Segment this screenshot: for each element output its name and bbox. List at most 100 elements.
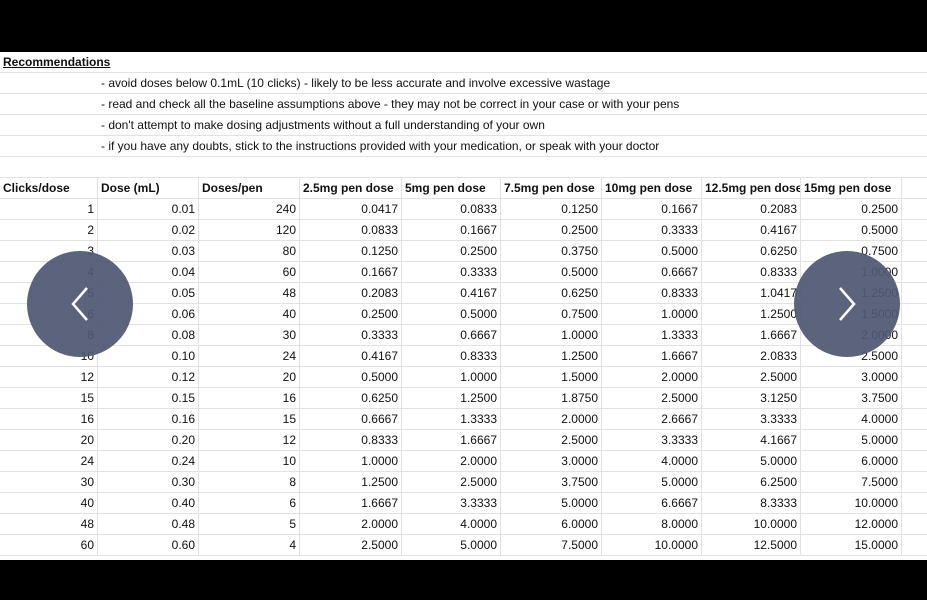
table-cell: 0.48 xyxy=(98,514,199,534)
table-cell: 2.6667 xyxy=(602,409,702,429)
table-row: 80.08300.33330.66671.00001.33331.66672.0… xyxy=(0,325,927,346)
table-cell: 60 xyxy=(199,262,300,282)
table-cell: 8.3333 xyxy=(702,493,801,513)
table-cell: 1.0417 xyxy=(702,283,801,303)
table-cell: 1.0000 xyxy=(300,451,402,471)
table-cell: 1.3333 xyxy=(602,325,702,345)
recommendation-line: - read and check all the baseline assump… xyxy=(101,97,680,111)
table-cell: 16 xyxy=(0,409,98,429)
table-cell: 0.8333 xyxy=(300,430,402,450)
table-cell: 24 xyxy=(199,346,300,366)
empty-cell xyxy=(902,220,927,240)
table-cell: 0.7500 xyxy=(501,304,602,324)
table-header-row: Clicks/dose Dose (mL) Doses/pen 2.5mg pen d… xyxy=(0,178,927,199)
table-cell: 16 xyxy=(199,388,300,408)
table-cell: 5 xyxy=(199,514,300,534)
table-cell: 5.0000 xyxy=(501,493,602,513)
table-cell: 0.5000 xyxy=(501,262,602,282)
table-cell: 10 xyxy=(199,451,300,471)
table-cell: 48 xyxy=(0,514,98,534)
table-cell: 0.1250 xyxy=(501,199,602,219)
table-row: 15 0.15 16 0.6250 1.2500 1.8750 2.5000 3.1250 3.… xyxy=(0,388,927,409)
table-cell: 0.2500 xyxy=(501,220,602,240)
table-cell: 1.2500 xyxy=(300,472,402,492)
table-cell: 0.04 xyxy=(98,262,199,282)
table-cell: 0.15 xyxy=(98,388,199,408)
previous-button[interactable] xyxy=(27,251,133,357)
table-cell: 4.0000 xyxy=(402,514,501,534)
table-cell: 10.0000 xyxy=(801,493,902,513)
table-cell: 6 xyxy=(199,493,300,513)
table-cell: 0.20 xyxy=(98,430,199,450)
empty-cell xyxy=(902,535,927,555)
recommendation-row: - read and check all the baseline assump… xyxy=(0,94,927,115)
table-cell: 0.2500 xyxy=(300,304,402,324)
chevron-right-icon xyxy=(839,287,856,321)
table-cell: 1.0000 xyxy=(602,304,702,324)
table-cell: 7.5000 xyxy=(501,535,602,555)
table-cell: 2.5000 xyxy=(300,535,402,555)
table-cell: 3.3333 xyxy=(702,409,801,429)
table-cell: 0.3333 xyxy=(300,325,402,345)
table-cell: 1.6667 xyxy=(402,430,501,450)
table-cell: 2.0000 xyxy=(501,409,602,429)
table-cell: 120 xyxy=(199,220,300,240)
table-cell: 5.0000 xyxy=(702,451,801,471)
table-row: 16 0.16 15 0.6667 1.3333 2.0000 2.6667 3.3333 4.… xyxy=(0,409,927,430)
empty-cell xyxy=(902,388,927,408)
column-header: Dose (mL) xyxy=(98,178,199,198)
empty-cell xyxy=(902,430,927,450)
empty-cell xyxy=(902,325,927,345)
table-cell: 10.0000 xyxy=(702,514,801,534)
table-cell: 80 xyxy=(199,241,300,261)
table-cell: 20 xyxy=(199,367,300,387)
next-button[interactable] xyxy=(794,251,900,357)
table-cell: 0.1667 xyxy=(602,199,702,219)
column-header: 15mg pen dose xyxy=(801,178,902,198)
table-cell: 1 xyxy=(0,199,98,219)
table-row: 12 0.12 20 0.5000 1.0000 1.5000 2.0000 2.5000 3.… xyxy=(0,367,927,388)
table-cell: 1.6667 xyxy=(602,346,702,366)
table-cell: 1.3333 xyxy=(402,409,501,429)
table-cell: 20 xyxy=(0,430,98,450)
empty-cell xyxy=(902,178,927,198)
table-cell: 0.8333 xyxy=(602,283,702,303)
table-cell: 2.5000 xyxy=(702,367,801,387)
table-cell: 0.6250 xyxy=(702,241,801,261)
table-cell: 0.6250 xyxy=(300,388,402,408)
table-cell: 2.5000 xyxy=(402,472,501,492)
empty-cell xyxy=(902,283,927,303)
table-cell: 40 xyxy=(0,493,98,513)
recommendations-title: Recommendations xyxy=(3,55,111,69)
table-cell: 2.0000 xyxy=(300,514,402,534)
spreadsheet-image: Recommendations - avoid doses below 0.1m… xyxy=(0,52,927,560)
table-cell: 7.5000 xyxy=(801,472,902,492)
table-row: 24 0.24 10 1.0000 2.0000 3.0000 4.0000 5.0000 6.… xyxy=(0,451,927,472)
table-cell: 5.0000 xyxy=(602,472,702,492)
table-cell: 6.0000 xyxy=(501,514,602,534)
table-cell: 3.3333 xyxy=(602,430,702,450)
table-row: 50.05480.20830.41670.62500.83331.04171.2… xyxy=(0,283,927,304)
table-cell: 0.2500 xyxy=(801,199,902,219)
table-row: 2 0.02 120 0.0833 0.1667 0.2500 0.3333 0.4167 0.… xyxy=(0,220,927,241)
column-header: 12.5mg pen dose xyxy=(702,178,801,198)
table-cell: 6.2500 xyxy=(702,472,801,492)
table-cell: 30 xyxy=(199,325,300,345)
table-cell: 1.6667 xyxy=(300,493,402,513)
table-row: 20 0.20 12 0.8333 1.6667 2.5000 3.3333 4.1667 5.… xyxy=(0,430,927,451)
column-header: 10mg pen dose xyxy=(602,178,702,198)
table-cell: 1.8750 xyxy=(501,388,602,408)
recommendations-title-row: Recommendations xyxy=(0,52,927,73)
table-cell: 48 xyxy=(199,283,300,303)
recommendation-row: - don't attempt to make dosing adjustmen… xyxy=(0,115,927,136)
table-cell: 12 xyxy=(0,367,98,387)
column-header: Clicks/dose xyxy=(0,178,98,198)
table-cell: 0.6250 xyxy=(501,283,602,303)
column-header: 7.5mg pen dose xyxy=(501,178,602,198)
empty-cell xyxy=(902,304,927,324)
table-cell: 0.2500 xyxy=(402,241,501,261)
table-cell: 240 xyxy=(199,199,300,219)
recommendation-line: - avoid doses below 0.1mL (10 clicks) - … xyxy=(101,76,611,90)
table-cell: 15 xyxy=(199,409,300,429)
table-cell: 0.5000 xyxy=(602,241,702,261)
